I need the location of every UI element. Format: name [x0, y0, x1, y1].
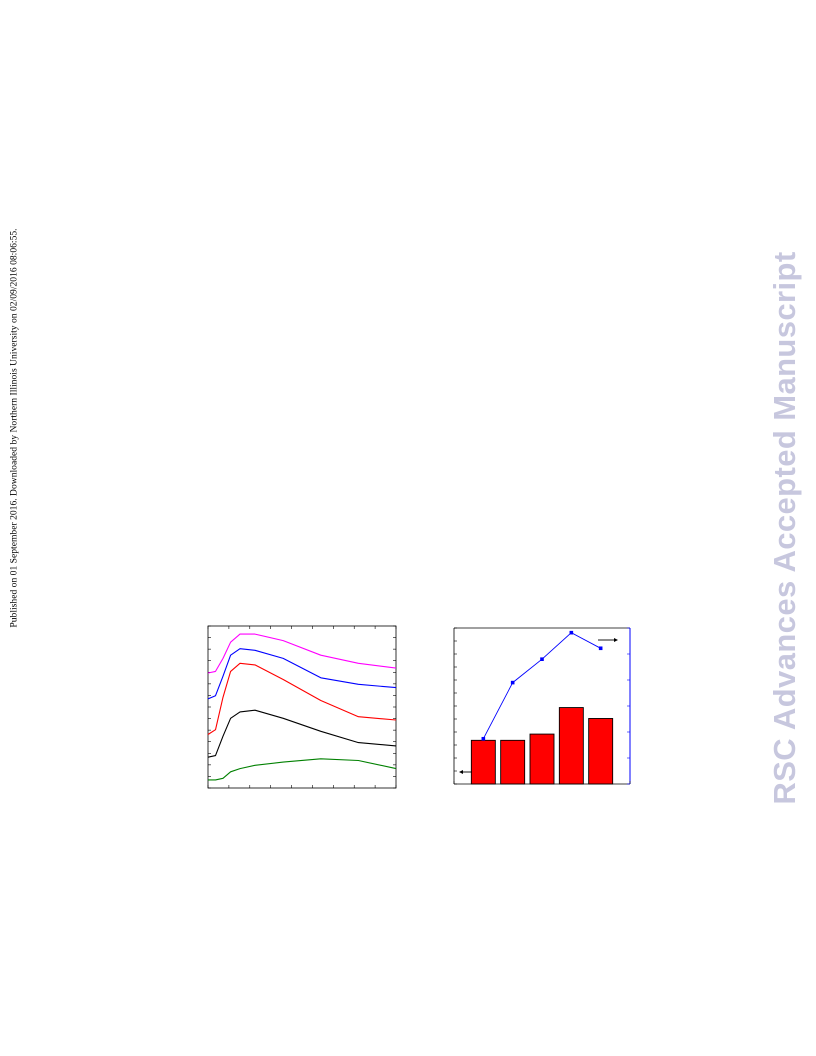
secondary-point-2 [510, 680, 515, 685]
left-axis-arrowhead [459, 770, 463, 774]
spectrum-curve-5 [208, 758, 397, 781]
bar-3 [529, 733, 555, 785]
spectra-line-chart [207, 625, 397, 789]
bar-2 [500, 739, 526, 785]
publication-note-text: Published on 01 September 2016. Download… [8, 228, 20, 628]
publication-note: Published on 01 September 2016. Download… [4, 0, 24, 1056]
spectrum-curve-2 [207, 648, 397, 700]
watermark-text: RSC Advances Accepted Manuscript [767, 251, 802, 805]
spectrum-curve-4 [207, 709, 397, 758]
watermark: RSC Advances Accepted Manuscript [760, 0, 810, 1056]
bar-4 [558, 707, 584, 785]
secondary-point-1 [481, 736, 486, 741]
bar-line-combo-chart [453, 627, 631, 785]
spectrum-curve-3 [207, 662, 397, 735]
secondary-point-5 [598, 646, 603, 651]
right-axis-arrowhead [614, 638, 618, 642]
bar-5 [588, 718, 614, 785]
spectrum-curve-1 [207, 633, 397, 674]
bar-1 [470, 739, 496, 785]
plot-frame [207, 625, 397, 789]
secondary-point-3 [540, 657, 544, 661]
secondary-point-4 [569, 630, 574, 635]
